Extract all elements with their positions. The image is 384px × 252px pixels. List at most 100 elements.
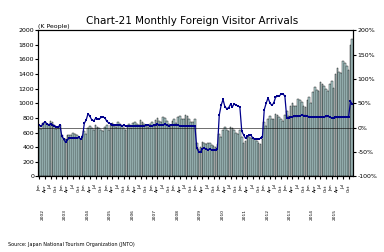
Bar (179, 116, 181, 176)
Bar (295, 106, 297, 176)
Bar (256, 141, 258, 176)
Bar (70, 136, 72, 176)
Text: 2009: 2009 (198, 209, 202, 219)
Bar (316, 90, 318, 176)
Bar (97, 127, 98, 176)
Bar (65, 139, 66, 176)
Bar (127, 126, 128, 176)
Bar (87, 128, 89, 176)
Bar (286, 111, 288, 176)
Bar (248, 137, 250, 176)
Bar (204, 143, 205, 176)
Bar (254, 139, 256, 176)
Bar (275, 114, 276, 176)
Bar (53, 124, 55, 176)
Bar (273, 119, 275, 176)
Bar (351, 39, 353, 176)
Bar (310, 103, 312, 176)
Bar (83, 131, 85, 176)
Bar (291, 103, 293, 176)
Text: 2007: 2007 (153, 209, 157, 219)
Bar (136, 124, 137, 176)
Bar (98, 128, 100, 176)
Bar (318, 91, 319, 176)
Bar (91, 128, 93, 176)
Bar (138, 124, 139, 176)
Bar (321, 84, 323, 176)
Bar (308, 97, 310, 176)
Bar (205, 144, 207, 176)
Bar (185, 115, 186, 176)
Bar (153, 126, 154, 176)
Bar (61, 135, 63, 176)
Text: 2005: 2005 (108, 209, 112, 220)
Bar (194, 119, 196, 176)
Bar (288, 116, 290, 176)
Bar (207, 143, 209, 176)
Bar (290, 106, 291, 176)
Bar (46, 124, 48, 176)
Bar (301, 102, 303, 176)
Bar (305, 107, 306, 176)
Bar (175, 123, 177, 176)
Bar (258, 143, 260, 176)
Bar (174, 119, 175, 176)
Bar (187, 116, 188, 176)
Bar (198, 149, 200, 176)
Bar (189, 119, 190, 176)
Bar (119, 124, 121, 176)
Bar (110, 124, 111, 176)
Bar (117, 122, 119, 176)
Bar (115, 127, 117, 176)
Bar (271, 119, 273, 176)
Bar (44, 122, 46, 176)
Bar (59, 125, 61, 176)
Bar (299, 100, 301, 176)
Bar (303, 106, 305, 176)
Bar (145, 126, 147, 176)
Text: Source: Japan National Tourism Organization (JNTO): Source: Japan National Tourism Organizat… (8, 242, 134, 247)
Bar (78, 138, 79, 176)
Bar (132, 123, 134, 176)
Bar (68, 135, 70, 176)
Bar (312, 92, 314, 176)
Bar (267, 119, 269, 176)
Bar (217, 144, 218, 176)
Bar (40, 129, 42, 176)
Bar (230, 127, 231, 176)
Bar (346, 66, 348, 176)
Bar (241, 137, 243, 176)
Bar (113, 126, 115, 176)
Text: 2012: 2012 (265, 209, 269, 219)
Bar (50, 121, 51, 176)
Bar (38, 125, 40, 176)
Text: 2014: 2014 (310, 209, 314, 219)
Bar (149, 124, 151, 176)
Bar (72, 133, 74, 176)
Bar (250, 138, 252, 176)
Bar (327, 91, 329, 176)
Bar (269, 116, 271, 176)
Text: Chart-21 Monthly Foreign Visitor Arrivals: Chart-21 Monthly Foreign Visitor Arrival… (86, 16, 298, 26)
Bar (100, 130, 102, 176)
Bar (159, 121, 160, 176)
Bar (235, 133, 237, 176)
Bar (218, 134, 220, 176)
Bar (57, 128, 59, 176)
Bar (147, 128, 149, 176)
Bar (181, 119, 183, 176)
Bar (278, 117, 280, 176)
Bar (209, 143, 211, 176)
Bar (63, 140, 65, 176)
Bar (239, 130, 241, 176)
Bar (102, 131, 104, 176)
Bar (123, 128, 124, 176)
Bar (226, 130, 228, 176)
Bar (224, 128, 226, 176)
Bar (338, 72, 340, 176)
Bar (85, 134, 87, 176)
Bar (282, 121, 284, 176)
Text: 2004: 2004 (85, 209, 89, 219)
Bar (125, 130, 126, 176)
Bar (48, 124, 50, 176)
